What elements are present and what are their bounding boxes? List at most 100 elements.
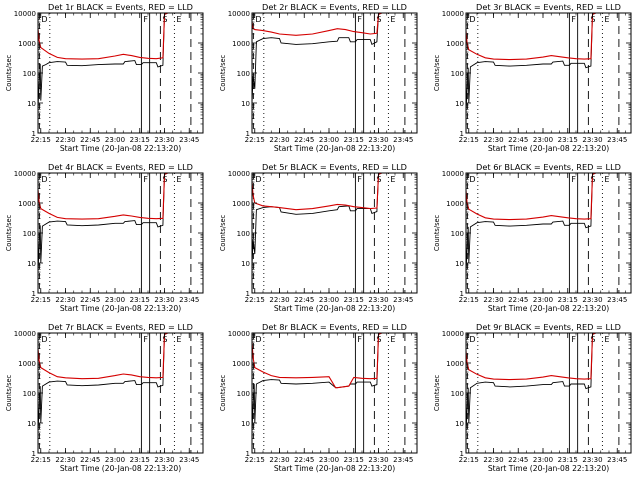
x-tick-label: 23:00 — [319, 136, 339, 144]
y-tick-label: 10000 — [442, 170, 464, 178]
x-tick-label: 23:30 — [154, 136, 174, 144]
lld-series-line — [252, 173, 383, 211]
y-tick-label: 10000 — [228, 170, 250, 178]
plot-frame — [251, 332, 418, 454]
plot-frame — [37, 172, 204, 294]
y-tick-label: 1000 — [18, 40, 36, 48]
x-tick-label: 22:45 — [294, 136, 314, 144]
y-tick-label: 100 — [451, 70, 464, 78]
flag-label: F — [571, 335, 576, 344]
y-tick-label: 1 — [32, 130, 36, 138]
y-tick-label: 1000 — [232, 200, 250, 208]
y-tick-label: 100 — [23, 230, 36, 238]
y-tick-label: 10000 — [228, 330, 250, 338]
events-series-line — [38, 333, 168, 433]
x-tick-label: 23:45 — [393, 296, 413, 304]
flag-label: D — [41, 15, 47, 24]
x-tick-label: 23:45 — [607, 456, 627, 464]
x-tick-label: 23:15 — [344, 456, 364, 464]
y-tick-label: 10 — [455, 100, 464, 108]
plot-frame — [465, 172, 632, 294]
x-tick-label: 22:30 — [55, 296, 75, 304]
events-series-line — [466, 13, 596, 113]
y-tick-label: 100 — [23, 390, 36, 398]
x-tick-label: 23:15 — [344, 296, 364, 304]
x-tick-label: 23:15 — [130, 456, 150, 464]
y-tick-label: 1000 — [446, 360, 464, 368]
flag-label: S — [162, 15, 167, 24]
flag-label: E — [390, 335, 395, 344]
plot-frame — [465, 12, 632, 134]
x-tick-label: 22:30 — [55, 456, 75, 464]
x-tick-label: 23:45 — [179, 456, 199, 464]
y-tick-label: 10 — [455, 420, 464, 428]
x-axis-label: Start Time (20-Jan-08 22:13:20) — [60, 464, 181, 473]
x-tick-label: 23:00 — [533, 296, 553, 304]
panel-title: Det 8r BLACK = Events, RED = LLD — [262, 322, 407, 332]
x-tick-label: 22:15 — [459, 456, 479, 464]
plot-frame — [465, 332, 632, 454]
x-tick-label: 23:30 — [368, 136, 388, 144]
x-tick-label: 22:15 — [31, 456, 51, 464]
lld-series-line — [38, 333, 169, 380]
series-group — [252, 173, 383, 266]
events-series-line — [252, 173, 382, 266]
y-tick-label: 1000 — [232, 40, 250, 48]
events-series-line — [252, 13, 382, 104]
x-tick-label: 23:15 — [130, 296, 150, 304]
events-series-line — [466, 333, 596, 433]
y-axis-label: Counts/sec — [219, 374, 227, 411]
y-axis-label: Counts/sec — [219, 214, 227, 251]
x-axis-label: Start Time (20-Jan-08 22:13:20) — [488, 464, 609, 473]
lld-series-line — [466, 13, 597, 61]
x-tick-label: 22:30 — [483, 136, 503, 144]
events-series-line — [252, 333, 382, 433]
lld-series-line — [252, 333, 383, 389]
y-tick-label: 100 — [23, 70, 36, 78]
lld-series-line — [252, 13, 383, 36]
x-tick-label: 22:30 — [269, 456, 289, 464]
y-tick-label: 1000 — [18, 200, 36, 208]
x-tick-label: 22:45 — [508, 456, 528, 464]
x-axis-label: Start Time (20-Jan-08 22:13:20) — [60, 304, 181, 313]
y-tick-label: 10000 — [442, 330, 464, 338]
flag-label: D — [255, 335, 261, 344]
y-tick-label: 10000 — [14, 10, 36, 18]
y-tick-label: 100 — [451, 390, 464, 398]
x-tick-label: 23:30 — [154, 296, 174, 304]
y-axis-label: Counts/sec — [433, 54, 441, 91]
y-tick-label: 10 — [27, 260, 36, 268]
flag-label: F — [571, 15, 576, 24]
x-tick-label: 23:30 — [582, 456, 602, 464]
y-tick-label: 10 — [27, 100, 36, 108]
flag-label: E — [176, 335, 181, 344]
x-tick-label: 23:00 — [319, 296, 339, 304]
y-axis-label: Counts/sec — [433, 374, 441, 411]
x-axis-label: Start Time (20-Jan-08 22:13:20) — [488, 304, 609, 313]
flag-label: S — [376, 15, 381, 24]
flag-label: D — [469, 175, 475, 184]
x-tick-label: 23:15 — [130, 136, 150, 144]
y-axis-label: Counts/sec — [5, 214, 13, 251]
x-tick-label: 23:15 — [558, 136, 578, 144]
x-tick-label: 22:15 — [245, 456, 265, 464]
x-tick-label: 23:30 — [368, 296, 388, 304]
x-tick-label: 22:15 — [31, 136, 51, 144]
y-tick-label: 100 — [237, 70, 250, 78]
panel-title: Det 5r BLACK = Events, RED = LLD — [262, 162, 407, 172]
x-tick-label: 23:45 — [393, 136, 413, 144]
y-tick-label: 1 — [32, 450, 36, 458]
panel-title: Det 1r BLACK = Events, RED = LLD — [48, 2, 193, 12]
x-tick-label: 23:45 — [179, 296, 199, 304]
x-tick-label: 22:30 — [269, 296, 289, 304]
y-tick-label: 100 — [451, 230, 464, 238]
x-tick-label: 22:30 — [483, 296, 503, 304]
x-tick-label: 22:30 — [483, 456, 503, 464]
y-tick-label: 10 — [455, 260, 464, 268]
flag-label: F — [357, 335, 362, 344]
